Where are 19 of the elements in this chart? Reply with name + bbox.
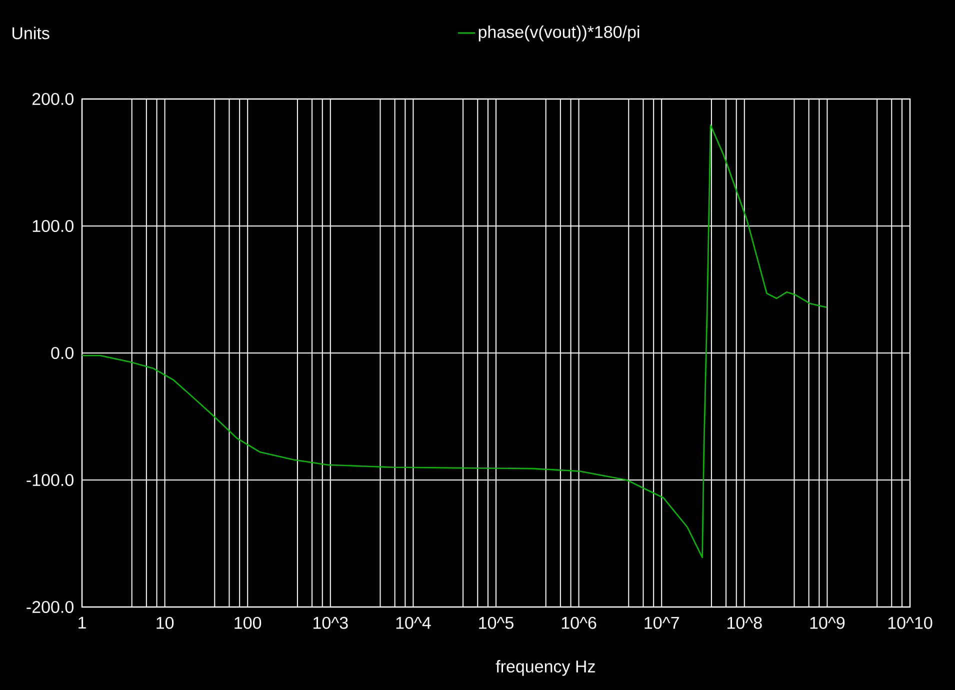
x-tick-label: 10^3 — [314, 616, 348, 629]
x-axis-title: frequency Hz — [496, 660, 595, 676]
x-tick-label: 10^9 — [810, 616, 845, 629]
x-tick-label: 10^6 — [562, 616, 596, 629]
x-tick-label: 100 — [234, 616, 262, 629]
x-tick-label: 10^7 — [644, 616, 679, 629]
x-tick-label: 10^10 — [888, 616, 932, 629]
x-tick-label: 10^4 — [396, 616, 431, 629]
y-axis-title: Units — [12, 26, 50, 40]
x-tick-label: 10^8 — [728, 616, 762, 629]
y-tick-label: 200.0 — [32, 92, 74, 106]
x-tick-label: 10 — [156, 616, 174, 629]
y-tick-label: 0.0 — [51, 346, 74, 360]
y-tick-label: -200.0 — [26, 600, 74, 614]
y-tick-label: -100.0 — [26, 474, 74, 486]
y-tick-label: 100.0 — [32, 220, 74, 232]
x-tick-label: 1 — [78, 616, 86, 629]
legend-label: phase(v(vout))*180/pi — [478, 26, 640, 42]
x-tick-label: 10^5 — [479, 616, 514, 629]
